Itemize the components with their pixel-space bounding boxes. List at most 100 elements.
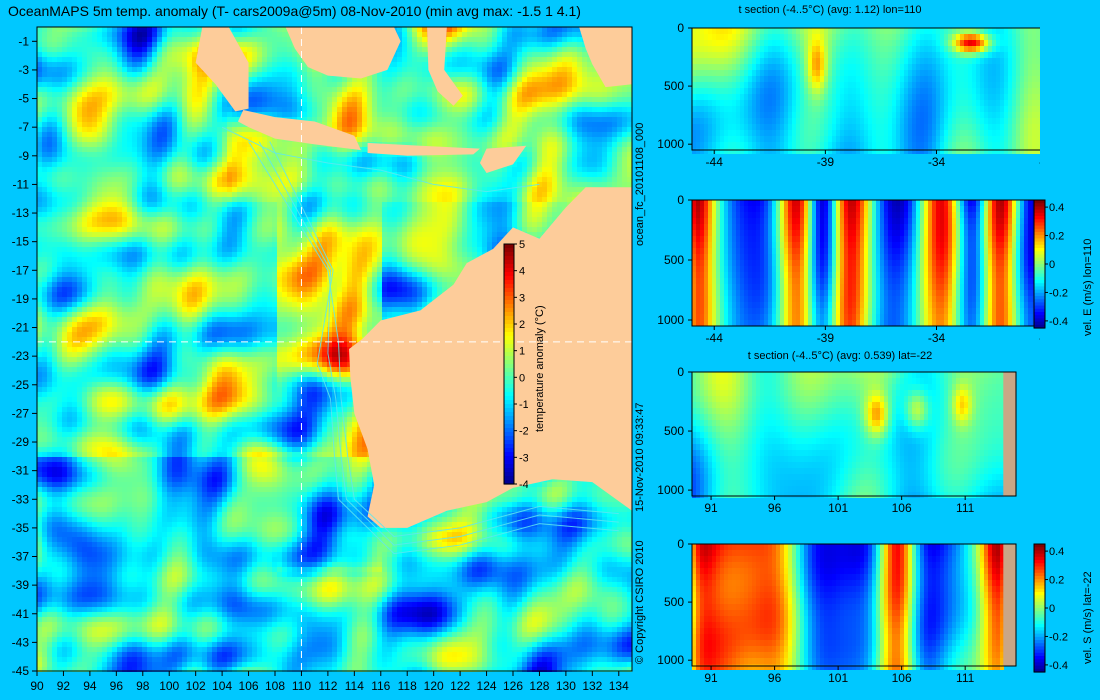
colorbar-segment	[1034, 296, 1045, 300]
x-tick-label: 114	[345, 679, 364, 693]
x-tick-label: 118	[398, 679, 417, 693]
x-tick-label: 96	[768, 501, 782, 515]
colorbar-segment	[1034, 588, 1045, 593]
colorbar-segment	[1034, 604, 1045, 609]
colorbar-segment	[1034, 315, 1045, 319]
y-tick-label: -29	[12, 435, 30, 449]
colorbar-segment	[1034, 624, 1045, 628]
colorbar-segment	[1034, 260, 1045, 265]
x-tick-label: 96	[110, 679, 124, 693]
y-tick-label: 500	[664, 595, 684, 609]
x-tick-label: 110	[292, 679, 311, 693]
colorbar-segment	[504, 332, 514, 337]
colorbar-segment	[1034, 324, 1045, 329]
colorbar-segment	[1034, 299, 1045, 303]
map-frame	[36, 26, 633, 672]
x-tick-label: 106	[892, 671, 912, 685]
colorbar-segment	[1034, 318, 1045, 323]
colorbar-segment	[1034, 212, 1045, 217]
colorbar-segment	[504, 364, 514, 369]
colorbar-segment	[1034, 601, 1045, 606]
colorbar-segment	[504, 248, 514, 253]
colorbar-segment	[1034, 273, 1045, 278]
colorbar-segment	[504, 472, 514, 477]
colorbar-segment	[504, 344, 514, 349]
x-tick-label: 116	[371, 679, 390, 693]
x-tick-label: -29	[1039, 331, 1040, 345]
section-frame	[691, 371, 1017, 497]
y-tick-label: -7	[18, 120, 29, 134]
x-tick-label: 101	[828, 671, 848, 685]
colorbar-segment	[1034, 572, 1045, 577]
colorbar-tick-label: 2	[519, 319, 525, 331]
x-tick-label: 108	[265, 679, 285, 693]
map-colorbar: 5 4 3 2 1 0 -1 -2 -3 -4	[503, 239, 528, 491]
x-tick-label: 94	[83, 679, 97, 693]
colorbar-segment	[504, 260, 514, 265]
colorbar-segment	[1034, 251, 1045, 255]
x-tick-label: -39	[817, 331, 835, 345]
sulawesi-land	[427, 27, 463, 106]
y-tick-label: -11	[13, 177, 30, 191]
colorbar-segment	[1034, 547, 1045, 551]
x-tick-label: 124	[477, 679, 497, 693]
colorbar-tick-label: 0	[1049, 603, 1055, 615]
colorbar-segment	[1034, 270, 1045, 275]
colorbar-segment	[1034, 283, 1045, 287]
colorbar-segment	[1034, 267, 1045, 271]
colorbar-segment	[1034, 668, 1045, 673]
colorbar-segment	[1034, 595, 1045, 599]
colorbar-segment	[1034, 659, 1045, 663]
colorbar-tick-label: -0.2	[1049, 287, 1068, 299]
colorbar-segment	[1034, 276, 1045, 281]
y-tick-label: -9	[18, 149, 29, 163]
colorbar-segment	[504, 432, 514, 437]
colorbar-segment	[1034, 321, 1045, 326]
colorbar-segment	[1034, 200, 1045, 204]
colorbar-segment	[1034, 222, 1045, 227]
colorbar-segment	[504, 340, 514, 345]
colorbar-segment	[504, 420, 514, 425]
section-land	[1003, 544, 1016, 666]
colorbar-segment	[1034, 579, 1045, 583]
colorbar-segment	[1034, 652, 1045, 657]
colorbar-segment	[504, 460, 514, 465]
colorbar-segment	[1034, 649, 1045, 654]
y-tick-label: 0	[677, 537, 684, 551]
colorbar-segment	[1034, 225, 1045, 230]
colorbar-tick-label: 0.4	[1049, 202, 1064, 214]
y-tick-label: -25	[12, 378, 30, 392]
colorbar-tick-label: 0.2	[1049, 575, 1064, 587]
y-tick-label: 1000	[657, 653, 684, 667]
colorbar-tick-label: -2	[519, 426, 528, 438]
colorbar-segment	[504, 336, 514, 341]
colorbar-segment	[504, 328, 514, 333]
colorbar-segment	[504, 304, 514, 309]
colorbar-segment	[504, 468, 514, 473]
colorbar-segment	[1034, 286, 1045, 291]
y-tick-label: -35	[12, 521, 30, 535]
colorbar-segment	[504, 252, 514, 257]
y-tick-label: 500	[664, 424, 684, 438]
colorbar-segment	[1034, 608, 1045, 612]
y-tick-label: 1000	[657, 137, 684, 151]
y-tick-label: 0	[677, 365, 684, 379]
colorbar-segment	[1034, 238, 1045, 243]
y-tick-label: -15	[12, 235, 30, 249]
colorbar-segment	[1034, 254, 1045, 259]
colorbar-segment	[1034, 280, 1045, 284]
colorbar-segment	[1034, 312, 1045, 316]
x-tick-label: 91	[704, 671, 718, 685]
colorbar-segment	[504, 356, 514, 361]
x-tick-label: -44	[706, 331, 724, 345]
java-land	[237, 110, 361, 151]
x-tick-label: 91	[704, 501, 718, 515]
section-land	[1003, 372, 1016, 496]
colorbar-segment	[1034, 646, 1045, 651]
x-tick-label: 100	[159, 679, 179, 693]
colorbar-segment	[504, 440, 514, 445]
t-section-lat-22: 91 96 101 106 111 0 500 1000	[657, 365, 1017, 515]
colorbar-segment	[504, 296, 514, 301]
x-tick-label: 130	[556, 679, 576, 693]
